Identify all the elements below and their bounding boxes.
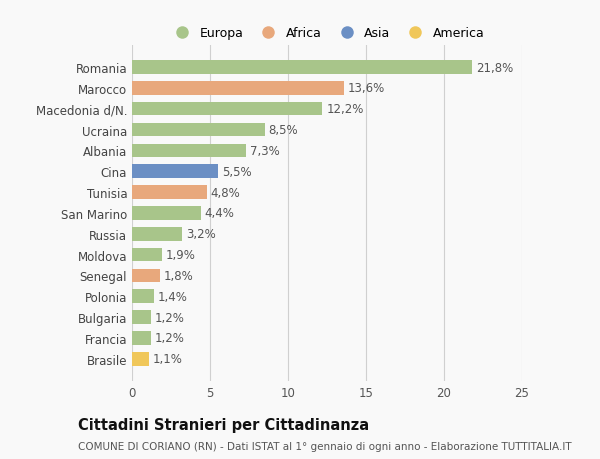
Bar <box>132 290 154 303</box>
Bar <box>132 207 200 220</box>
Text: 3,2%: 3,2% <box>186 228 215 241</box>
Text: 8,5%: 8,5% <box>269 124 298 137</box>
Text: 1,4%: 1,4% <box>158 290 188 303</box>
Text: 4,8%: 4,8% <box>211 186 241 199</box>
Bar <box>132 144 246 158</box>
Text: 1,8%: 1,8% <box>164 269 194 282</box>
Text: 12,2%: 12,2% <box>326 103 364 116</box>
Text: 1,2%: 1,2% <box>155 332 184 345</box>
Bar <box>132 331 151 345</box>
Text: 1,1%: 1,1% <box>153 353 183 365</box>
Bar <box>132 61 472 75</box>
Text: 1,9%: 1,9% <box>166 248 196 262</box>
Text: COMUNE DI CORIANO (RN) - Dati ISTAT al 1° gennaio di ogni anno - Elaborazione TU: COMUNE DI CORIANO (RN) - Dati ISTAT al 1… <box>78 441 572 451</box>
Bar <box>132 248 161 262</box>
Text: 13,6%: 13,6% <box>348 82 385 95</box>
Text: 21,8%: 21,8% <box>476 62 513 74</box>
Legend: Europa, Africa, Asia, America: Europa, Africa, Asia, America <box>164 22 490 45</box>
Bar <box>132 165 218 179</box>
Text: Cittadini Stranieri per Cittadinanza: Cittadini Stranieri per Cittadinanza <box>78 417 369 432</box>
Bar <box>132 311 151 324</box>
Bar <box>132 186 207 199</box>
Text: 1,2%: 1,2% <box>155 311 184 324</box>
Text: 4,4%: 4,4% <box>205 207 235 220</box>
Bar <box>132 269 160 283</box>
Bar <box>132 82 344 95</box>
Text: 5,5%: 5,5% <box>222 165 251 179</box>
Bar <box>132 352 149 366</box>
Text: 7,3%: 7,3% <box>250 145 280 157</box>
Bar <box>132 103 322 116</box>
Bar <box>132 123 265 137</box>
Bar <box>132 228 182 241</box>
